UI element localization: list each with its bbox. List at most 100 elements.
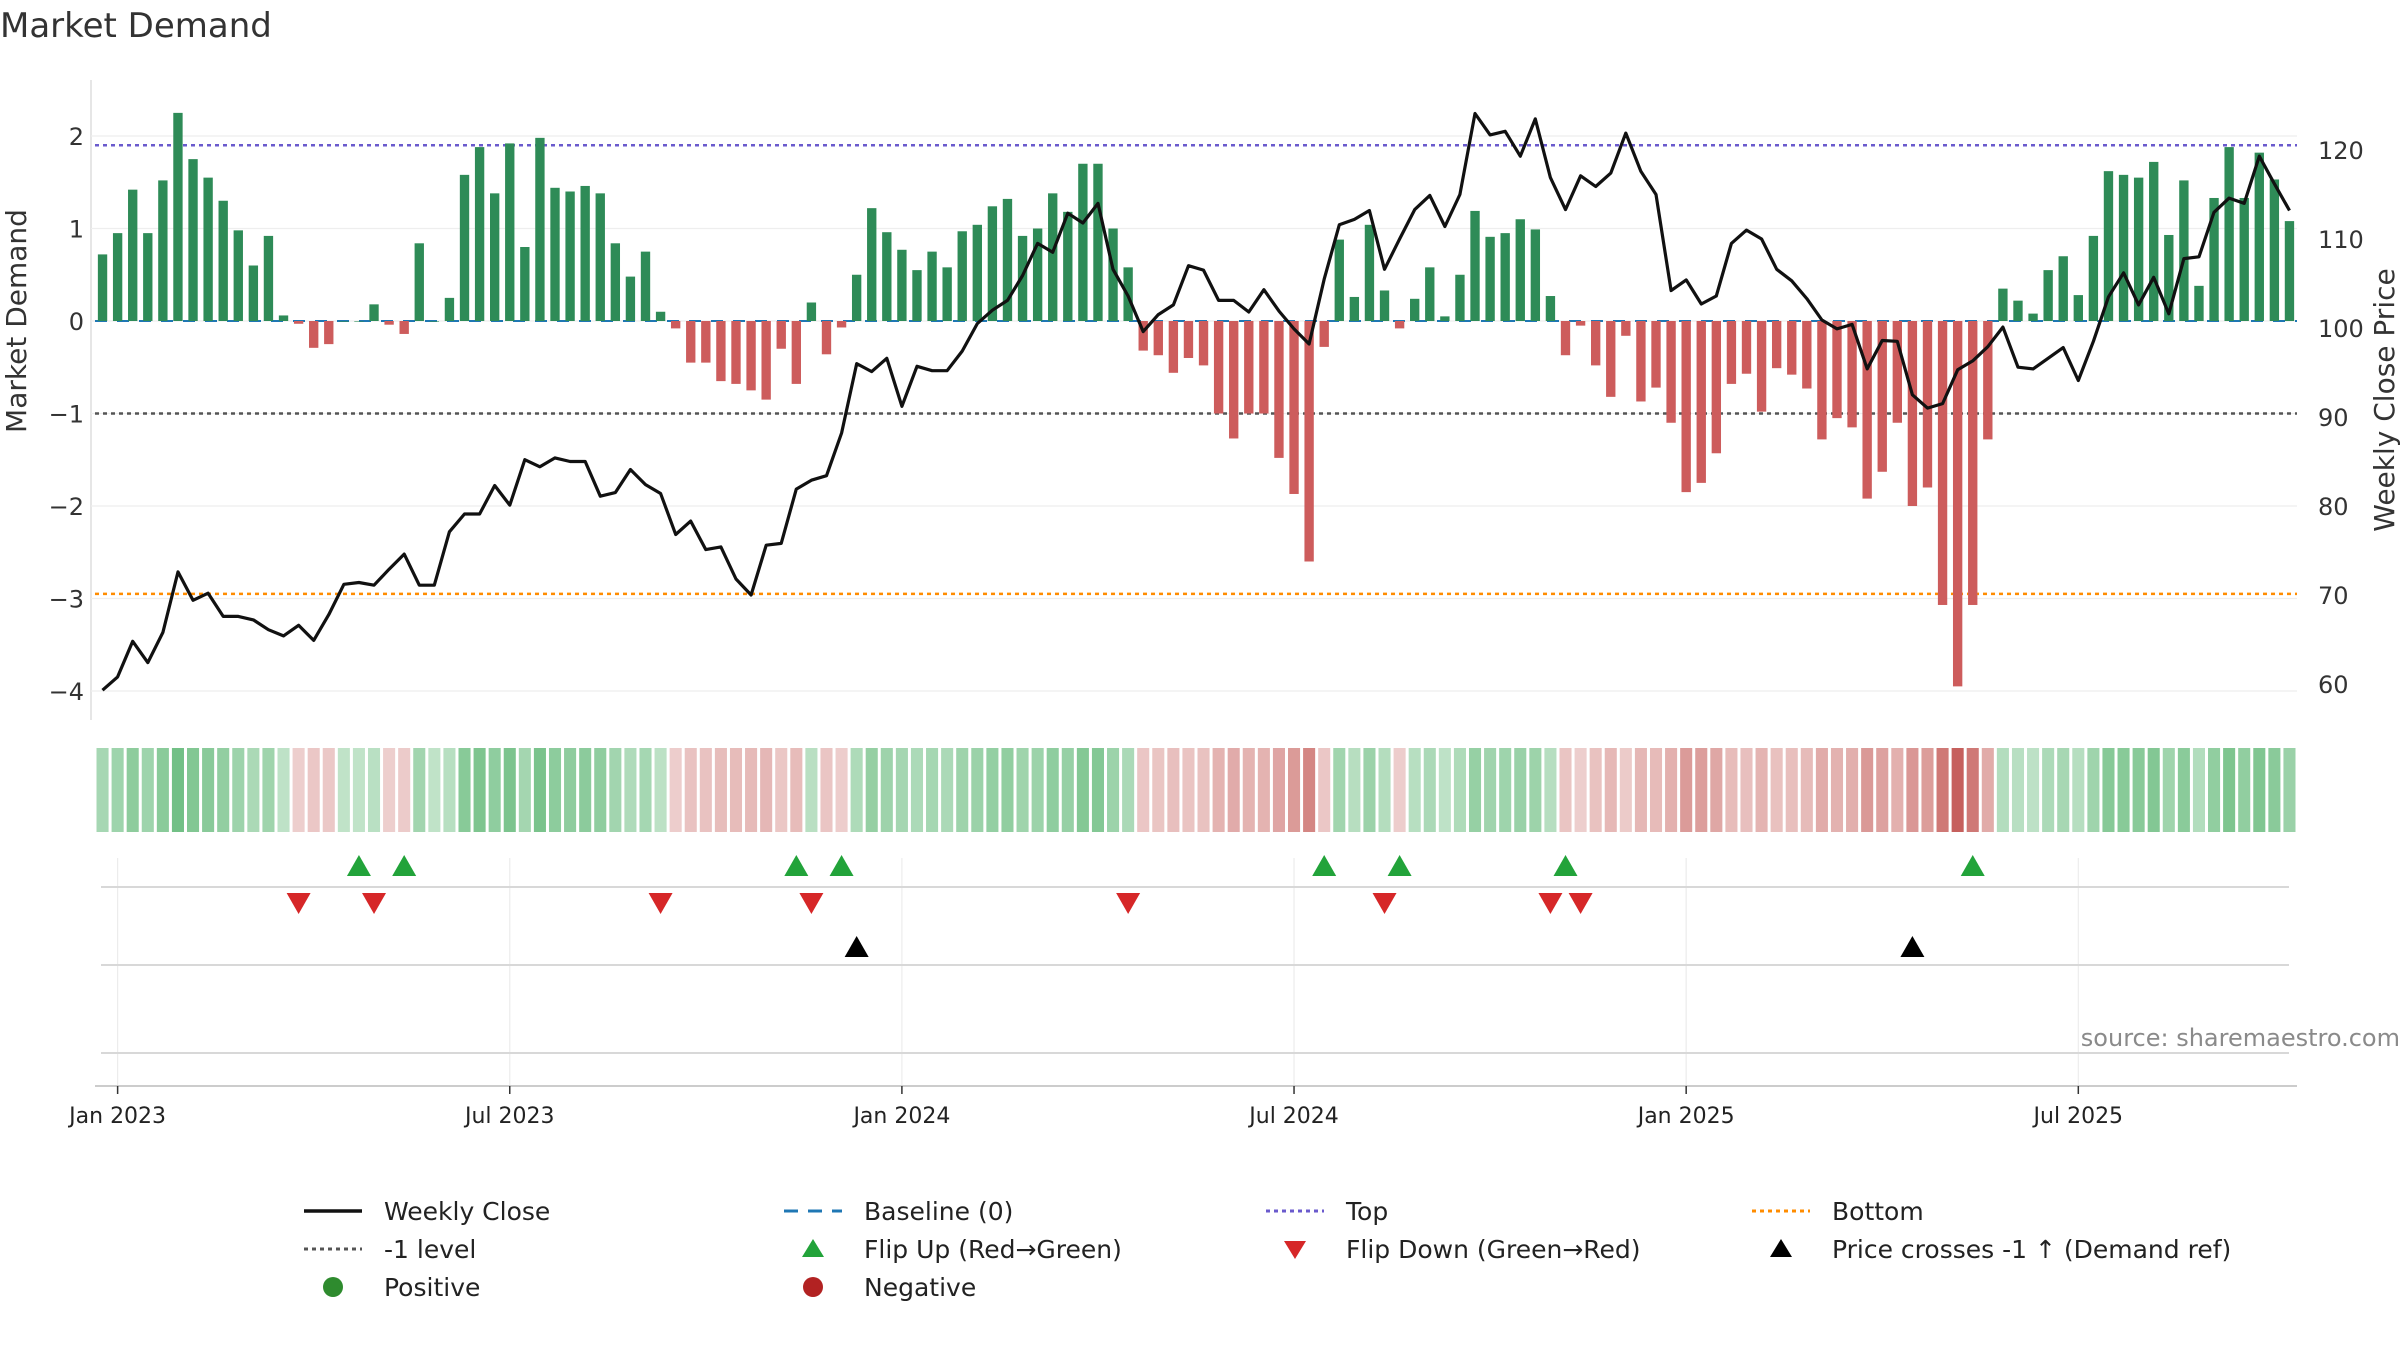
heat-cell <box>1242 748 1255 832</box>
heat-cell <box>1740 748 1753 832</box>
demand-bar <box>791 321 801 384</box>
flip-down-marker <box>1538 893 1563 914</box>
demand-bar <box>670 321 681 329</box>
demand-bar <box>1410 298 1420 321</box>
legend-label: Flip Up (Red→Green) <box>864 1234 1122 1264</box>
demand-bar <box>1048 193 1058 321</box>
legend-item: Negative <box>780 1272 976 1302</box>
heat-cell <box>790 748 803 832</box>
heat-cell <box>2132 748 2145 832</box>
heat-cell <box>156 748 169 832</box>
heat-cell <box>1619 748 1632 832</box>
heat-cell <box>367 748 381 832</box>
heat-cell <box>1423 748 1436 832</box>
heat-cell <box>1061 748 1074 832</box>
line-dot-icon <box>304 1247 362 1251</box>
demand-bar <box>2224 147 2234 321</box>
demand-bar <box>882 232 892 321</box>
heat-cell <box>2253 748 2266 832</box>
legend-label: Positive <box>384 1272 481 1302</box>
heat-cell <box>926 748 939 832</box>
demand-bar <box>731 321 741 384</box>
demand-bar <box>1847 321 1857 428</box>
heat-cell <box>1091 748 1104 832</box>
line-dot-icon <box>1266 1209 1324 1213</box>
heat-cell <box>1861 748 1874 832</box>
demand-bar <box>1937 321 1948 605</box>
demand-bar <box>761 321 771 400</box>
demand-bar <box>233 230 243 321</box>
legend-item: Price crosses -1 ↑ (Demand ref) <box>1748 1234 2231 1264</box>
demand-bar <box>1711 321 1722 454</box>
legend-item: -1 level <box>300 1234 476 1264</box>
demand-heat-strip <box>96 748 2296 832</box>
heat-cell <box>1016 748 1029 832</box>
x-tick-label: Jul 2025 <box>2032 1104 2124 1129</box>
heat-cell <box>745 748 758 832</box>
legend-label: Baseline (0) <box>864 1196 1014 1226</box>
y2-tick-label: 120 <box>2318 137 2364 165</box>
heat-cell <box>518 748 531 832</box>
demand-bar <box>1259 321 1269 414</box>
demand-bar <box>1213 321 1224 414</box>
y2-axis-title: Weekly Close Price <box>2368 268 2400 531</box>
demand-bar <box>1289 321 1299 494</box>
heat-cell <box>2223 748 2236 832</box>
demand-bar <box>836 321 847 328</box>
heat-cell <box>1227 748 1240 832</box>
demand-bar <box>1394 321 1405 329</box>
demand-bar <box>309 321 319 348</box>
heat-cell <box>1318 748 1331 832</box>
demand-bar <box>1183 321 1194 358</box>
heat-cell <box>1574 748 1587 832</box>
heat-cell <box>292 748 305 832</box>
heat-cell <box>383 748 396 832</box>
flip-up-marker <box>784 855 809 876</box>
legend-item: Top <box>1262 1196 1388 1226</box>
demand-bar <box>2164 234 2174 321</box>
heat-cell <box>941 748 954 832</box>
demand-bar <box>580 185 590 321</box>
heat-cell <box>2011 748 2025 832</box>
heat-cell <box>413 748 426 832</box>
heat-cell <box>2147 748 2160 832</box>
demand-bar <box>188 159 198 321</box>
legend-item: Flip Up (Red→Green) <box>780 1234 1122 1264</box>
demand-bar <box>429 321 440 322</box>
heat-cell <box>2177 748 2190 832</box>
demand-bar <box>2028 313 2038 321</box>
heat-cell <box>669 748 682 832</box>
heat-cell <box>624 748 637 832</box>
heat-cell <box>307 748 320 832</box>
demand-bar <box>610 243 621 321</box>
heat-cell <box>141 748 154 832</box>
circle-icon <box>323 1277 343 1297</box>
demand-bar <box>324 321 334 345</box>
heat-cell <box>850 748 863 832</box>
demand-bar <box>716 321 726 382</box>
demand-bar <box>1998 288 2008 321</box>
heat-cell <box>2042 748 2055 832</box>
demand-bar <box>1168 321 1179 373</box>
heat-cell <box>1076 748 1089 832</box>
legend-item: Bottom <box>1748 1196 1924 1226</box>
demand-bar <box>1771 321 1782 369</box>
heat-cell <box>579 748 592 832</box>
heat-cell <box>1438 748 1451 832</box>
heat-cell <box>1785 748 1798 832</box>
heat-cell <box>1303 748 1316 832</box>
demand-bar <box>2209 197 2219 321</box>
heat-cell <box>1288 748 1301 832</box>
heat-cell <box>548 748 562 832</box>
heat-cell <box>1604 748 1617 832</box>
heat-cell <box>352 748 365 832</box>
flip-down-marker <box>362 893 387 914</box>
demand-bar <box>2269 179 2280 321</box>
grid-layer <box>90 80 2297 1087</box>
demand-bar <box>399 321 409 334</box>
heat-cell <box>639 748 652 832</box>
legend-label: Top <box>1346 1196 1389 1226</box>
heat-cell <box>1272 748 1285 832</box>
demand-bar <box>354 321 364 322</box>
y2-tick-label: 80 <box>2318 493 2349 521</box>
